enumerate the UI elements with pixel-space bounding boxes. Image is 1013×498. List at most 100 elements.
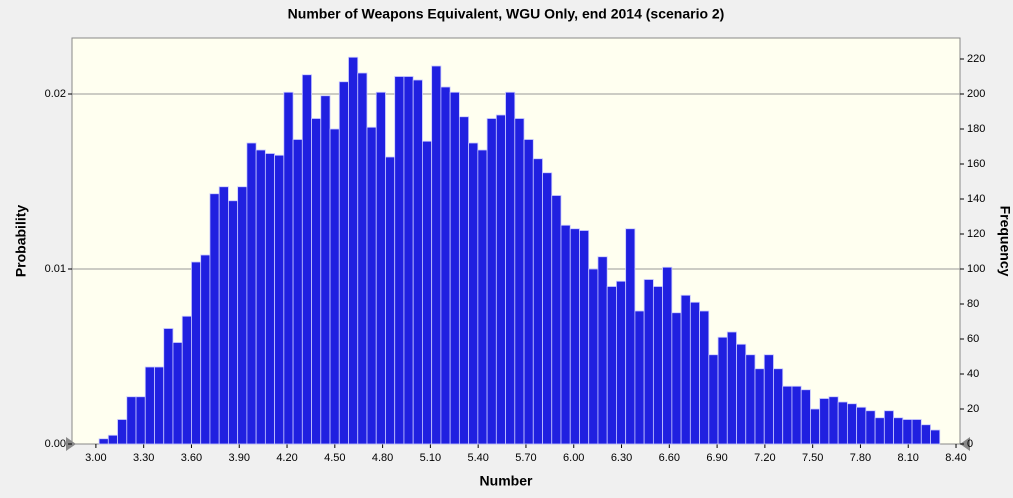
bar — [486, 118, 497, 445]
bar — [458, 116, 470, 445]
bar — [274, 154, 285, 445]
x-tick-label: 3.00 — [85, 452, 106, 464]
x-tick-label: 6.90 — [706, 452, 727, 464]
bar — [791, 385, 802, 445]
bar — [126, 396, 137, 445]
y-tick-label: 80 — [967, 298, 979, 310]
bar — [357, 72, 368, 445]
y-tick-label: 180 — [967, 123, 985, 135]
bar — [643, 279, 654, 445]
bar — [237, 186, 248, 445]
bar — [449, 91, 460, 445]
bar — [773, 368, 784, 445]
bar — [542, 172, 553, 445]
bar — [745, 354, 756, 445]
bar — [717, 336, 728, 445]
bar — [292, 139, 303, 445]
bar — [560, 224, 571, 445]
bar — [754, 368, 765, 445]
bar — [837, 401, 848, 445]
bar — [431, 65, 442, 445]
bar — [348, 56, 359, 445]
bar — [255, 149, 266, 445]
bar — [181, 315, 192, 445]
bar — [329, 128, 340, 445]
bar — [135, 396, 146, 445]
x-tick-label: 6.60 — [659, 452, 680, 464]
x-tick-label: 3.60 — [181, 452, 202, 464]
bar — [505, 91, 516, 445]
bar — [144, 366, 155, 445]
y-tick-label: 0 — [967, 438, 973, 450]
bar — [893, 417, 904, 445]
bar — [338, 81, 349, 445]
bar — [597, 256, 608, 445]
bar — [523, 139, 534, 445]
bar — [375, 91, 386, 445]
y-tick-label: 120 — [967, 228, 985, 240]
bar — [819, 398, 830, 445]
y2-axis-label: Probability — [13, 205, 29, 278]
bar — [652, 286, 664, 445]
x-tick-label: 6.00 — [563, 452, 584, 464]
bar — [228, 200, 239, 445]
bar — [708, 354, 719, 445]
x-tick-label: 8.40 — [945, 452, 966, 464]
bar — [209, 193, 220, 445]
x-tick-label: 7.80 — [850, 452, 871, 464]
bar — [107, 434, 118, 445]
x-tick-label: 4.50 — [324, 452, 345, 464]
y2-tick-label: 0.02 — [45, 88, 66, 100]
x-tick-label: 3.30 — [133, 452, 154, 464]
bar — [911, 419, 922, 445]
bar — [422, 140, 433, 445]
bar — [680, 294, 691, 445]
y-tick-label: 20 — [967, 403, 979, 415]
chart-title: Number of Weapons Equivalent, WGU Only, … — [288, 6, 725, 22]
y2-tick-label: 0.00 — [45, 438, 66, 450]
bar — [218, 186, 229, 445]
x-tick-label: 4.20 — [276, 452, 297, 464]
y-tick-label: 140 — [967, 193, 985, 205]
bar — [532, 158, 543, 445]
bar — [856, 406, 867, 445]
bar — [394, 76, 405, 445]
bar — [477, 149, 488, 445]
bar — [606, 286, 617, 445]
bar — [569, 228, 580, 445]
bar — [920, 424, 931, 445]
bar — [468, 142, 479, 445]
bar — [172, 342, 183, 445]
bar — [191, 261, 202, 445]
bar — [874, 417, 885, 445]
x-tick-label: 6.30 — [611, 452, 632, 464]
x-tick-label: 4.80 — [372, 452, 393, 464]
bar — [514, 118, 525, 445]
bar — [440, 86, 451, 445]
x-tick-label: 7.20 — [754, 452, 775, 464]
bar — [283, 91, 294, 445]
bar — [736, 343, 747, 445]
bar — [782, 385, 793, 445]
right-slider[interactable] — [960, 437, 970, 451]
bar — [930, 429, 941, 445]
bar — [200, 254, 211, 445]
bar — [579, 230, 590, 445]
bar — [828, 396, 839, 445]
x-tick-label: 3.90 — [229, 452, 250, 464]
bar — [246, 142, 257, 445]
bar — [412, 79, 423, 445]
bar — [588, 268, 599, 445]
bar — [311, 118, 322, 445]
bar — [98, 438, 109, 445]
y-tick-label: 200 — [967, 88, 985, 100]
bar — [403, 76, 414, 445]
bar — [883, 410, 894, 445]
y-tick-label: 100 — [967, 263, 985, 275]
x-axis-label: Number — [480, 473, 533, 489]
x-tick-label: 8.10 — [898, 452, 919, 464]
y2-tick-label: 0.01 — [45, 263, 66, 275]
bar — [154, 366, 165, 445]
bar — [495, 114, 506, 445]
